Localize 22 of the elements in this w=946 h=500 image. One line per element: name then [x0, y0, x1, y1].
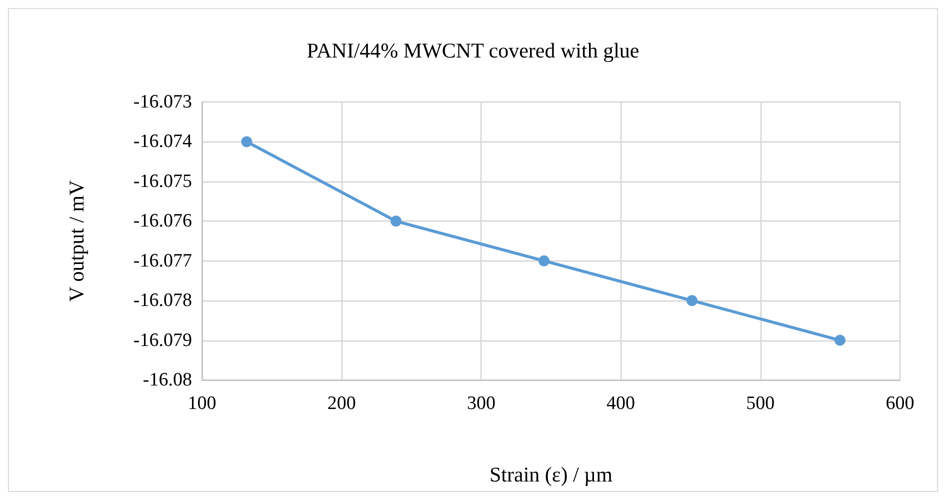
- x-tick-label: 500: [746, 393, 775, 414]
- point: [686, 295, 698, 306]
- y-tick-label: -16.079: [133, 330, 192, 351]
- x-tick-label: 100: [188, 393, 216, 414]
- point: [834, 334, 846, 346]
- point: [390, 216, 402, 227]
- x-tick-label: 600: [886, 393, 914, 414]
- y-tick-label: -16.073: [133, 92, 192, 112]
- x-tick-label: 200: [327, 393, 356, 414]
- point: [241, 136, 252, 148]
- y-tick-label: -16.077: [133, 250, 192, 272]
- y-axis-title: V output / mV: [64, 180, 88, 302]
- x-tick-label: 300: [466, 393, 496, 414]
- y-tick-label: -16.074: [133, 131, 192, 152]
- x-tick-label: 400: [606, 393, 636, 414]
- chart-title: PANI/44% MWCNT covered with glue: [306, 38, 640, 62]
- x-axis-title: Strain (ε) / µm: [490, 462, 612, 486]
- y-tick-label: -16.076: [133, 210, 192, 232]
- y-tick-label: -16.075: [133, 170, 192, 192]
- y-tick-label: -16.08: [142, 370, 192, 390]
- y-tick-label: -16.078: [133, 290, 192, 312]
- point: [538, 255, 550, 266]
